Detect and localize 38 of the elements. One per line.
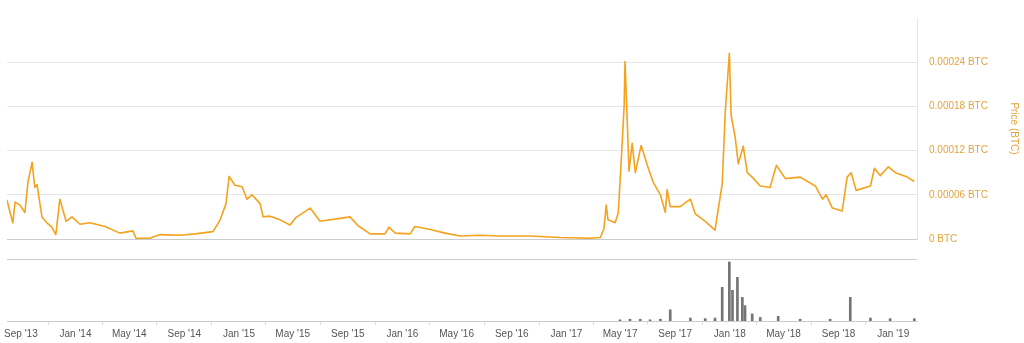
x-tick-label: Jan '19	[877, 327, 910, 339]
bar	[689, 317, 692, 321]
x-tick-label: May '15	[275, 327, 311, 339]
bar	[758, 317, 762, 321]
x-tick-label: May '14	[111, 327, 148, 339]
x-tick-label: May '17	[602, 327, 638, 339]
x-tick-label: Sep '13	[4, 327, 39, 339]
x-tick-label: Jan '17	[550, 327, 583, 339]
y-axis-title: Price (BTC)	[1009, 102, 1021, 155]
y-tick-label: 0.00018 BTC	[929, 100, 988, 112]
bar	[750, 313, 754, 321]
bar	[668, 309, 672, 321]
bar	[728, 261, 731, 321]
x-tick-label: Sep '18	[821, 327, 856, 339]
x-tick-label: Jan '16	[386, 327, 419, 339]
bar	[912, 318, 916, 321]
x-tick-label: Sep '15	[331, 327, 366, 339]
y-tick-label: 0.00012 BTC	[929, 144, 988, 156]
bar	[869, 317, 872, 321]
bar	[848, 297, 852, 321]
x-tick-label: Jan '18	[713, 327, 747, 339]
x-tick-label: Sep '16	[494, 327, 529, 339]
bar	[741, 297, 744, 321]
x-tick-label: Sep '17	[658, 327, 693, 339]
bar	[638, 318, 642, 321]
x-tick-label: Jan '15	[223, 327, 256, 339]
bar	[776, 315, 780, 321]
bar	[720, 287, 724, 321]
y-tick-label: 0 BTC	[929, 232, 958, 244]
bar	[703, 318, 707, 321]
x-tick-label: Sep '14	[167, 327, 202, 339]
x-tick-label: May '16	[439, 327, 475, 339]
x-tick-label: Jan '14	[59, 327, 92, 339]
x-tick-label: May '18	[766, 327, 802, 339]
y-tick-label: 0.00024 BTC	[929, 55, 988, 67]
bar	[736, 276, 739, 321]
bar	[659, 318, 662, 321]
y-tick-label: 0.00006 BTC	[929, 188, 988, 200]
